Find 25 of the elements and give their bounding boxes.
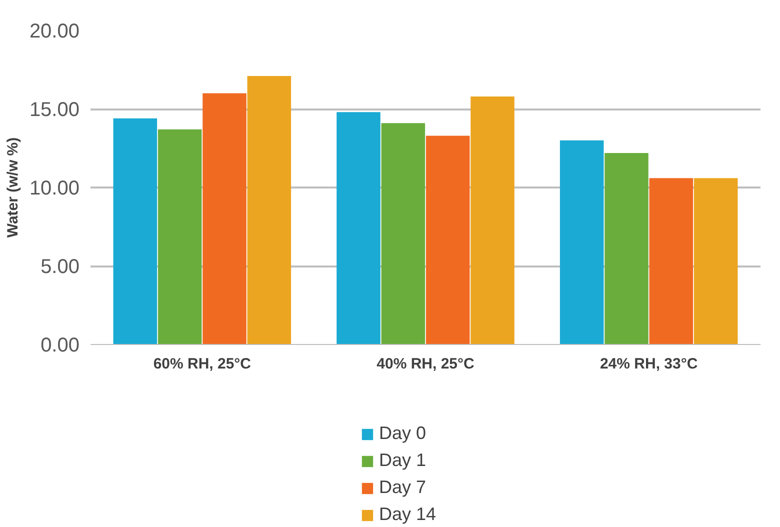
bar	[247, 76, 292, 344]
legend-label: Day 1	[379, 450, 426, 471]
bar	[158, 129, 202, 344]
legend-label: Day 14	[379, 504, 436, 525]
y-tick-label: 0.00	[40, 334, 80, 356]
y-axis-title: Water (w/w %)	[4, 137, 22, 238]
y-tick-label: 20.00	[29, 20, 80, 42]
legend-label: Day 7	[379, 477, 426, 498]
bar	[470, 96, 514, 344]
y-tick-label: 15.00	[29, 99, 80, 121]
legend-label: Day 0	[379, 423, 426, 444]
bar	[649, 178, 694, 344]
bar	[694, 178, 738, 344]
x-tick-label: 40% RH, 25°C	[376, 356, 475, 372]
bar	[604, 152, 648, 344]
x-tick-label: 24% RH, 33°C	[600, 356, 698, 372]
y-tick-label: 10.00	[29, 178, 80, 200]
bar	[426, 136, 470, 344]
bar	[560, 140, 604, 344]
bar	[336, 112, 380, 344]
bar	[202, 93, 246, 344]
y-tick-label: 5.00	[40, 256, 80, 278]
bar	[113, 118, 158, 344]
bar	[381, 123, 426, 344]
x-tick-label: 60% RH, 25°C	[153, 356, 252, 372]
